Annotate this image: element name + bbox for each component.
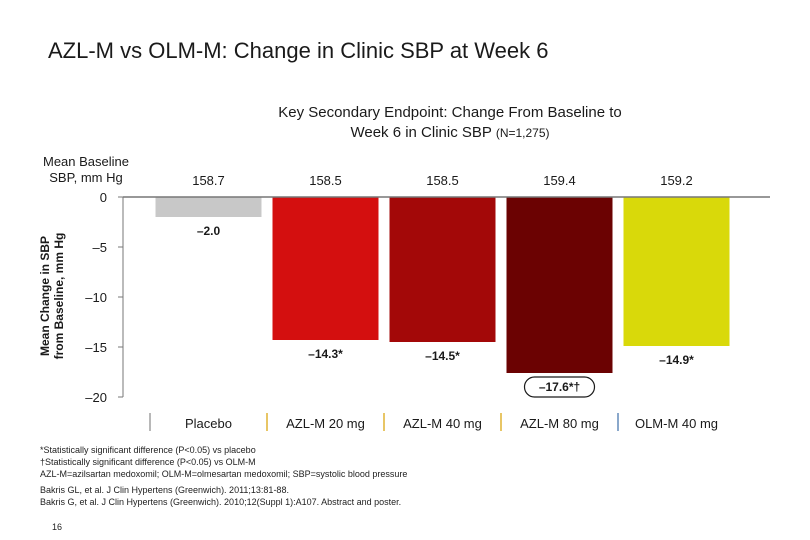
- value-label-3: –14.5*: [425, 349, 460, 363]
- bar-5: [623, 197, 730, 346]
- y-tick-label-2: –10: [85, 290, 107, 305]
- baseline-label: Mean Baseline SBP, mm Hg: [36, 154, 136, 186]
- bar-3: [389, 197, 496, 342]
- y-tick-label-1: –5: [93, 240, 107, 255]
- chart-title-line2: Week 6 in Clinic SBP (N=1,275): [200, 123, 700, 143]
- bar-2: [272, 197, 379, 340]
- value-label-4: –17.6*†: [539, 380, 580, 394]
- chart-title-n: (N=1,275): [495, 126, 550, 140]
- baseline-value-5: 159.2: [660, 173, 693, 188]
- category-label-3: AZL-M 40 mg: [403, 416, 482, 431]
- references: Bakris GL, et al. J Clin Hypertens (Gree…: [40, 484, 401, 508]
- reference-1: Bakris GL, et al. J Clin Hypertens (Gree…: [40, 485, 289, 495]
- value-label-highlight-4: [523, 376, 596, 398]
- footnotes: *Statistically significant difference (P…: [40, 444, 407, 480]
- baseline-value-2: 158.5: [309, 173, 342, 188]
- value-label-1: –2.0: [197, 224, 221, 238]
- category-label-2: AZL-M 20 mg: [286, 416, 365, 431]
- value-label-2: –14.3*: [308, 347, 343, 361]
- baseline-value-3: 158.5: [426, 173, 459, 188]
- category-label-5: OLM-M 40 mg: [635, 416, 718, 431]
- category-label-1: Placebo: [185, 416, 232, 431]
- bar-4: [506, 197, 613, 373]
- y-tick-label-4: –20: [85, 390, 107, 405]
- footnote-2: †Statistically significant difference (P…: [40, 457, 256, 467]
- chart-title: Key Secondary Endpoint: Change From Base…: [200, 103, 700, 143]
- reference-2: Bakris G, et al. J Clin Hypertens (Green…: [40, 497, 402, 507]
- baseline-value-4: 159.4: [543, 173, 576, 188]
- y-tick-label-3: –15: [85, 340, 107, 355]
- footnote-3: AZL-M=azilsartan medoxomil; OLM-M=olmesa…: [40, 469, 408, 479]
- y-tick-label-0: 0: [100, 190, 107, 205]
- chart-title-line1: Key Secondary Endpoint: Change From Base…: [278, 104, 622, 121]
- baseline-label-line1: Mean Baseline: [43, 154, 129, 169]
- page-number: 16: [52, 522, 63, 532]
- bar-1: [155, 197, 262, 217]
- category-label-4: AZL-M 80 mg: [520, 416, 599, 431]
- chart-title-line2-text: Week 6 in Clinic SBP: [350, 124, 492, 141]
- footnote-1: *Statistically significant difference (P…: [40, 445, 256, 455]
- slide-title: AZL-M vs OLM-M: Change in Clinic SBP at …: [48, 38, 549, 63]
- value-label-5: –14.9*: [659, 353, 694, 367]
- baseline-value-1: 158.7: [192, 173, 225, 188]
- baseline-label-line2: SBP, mm Hg: [49, 170, 123, 185]
